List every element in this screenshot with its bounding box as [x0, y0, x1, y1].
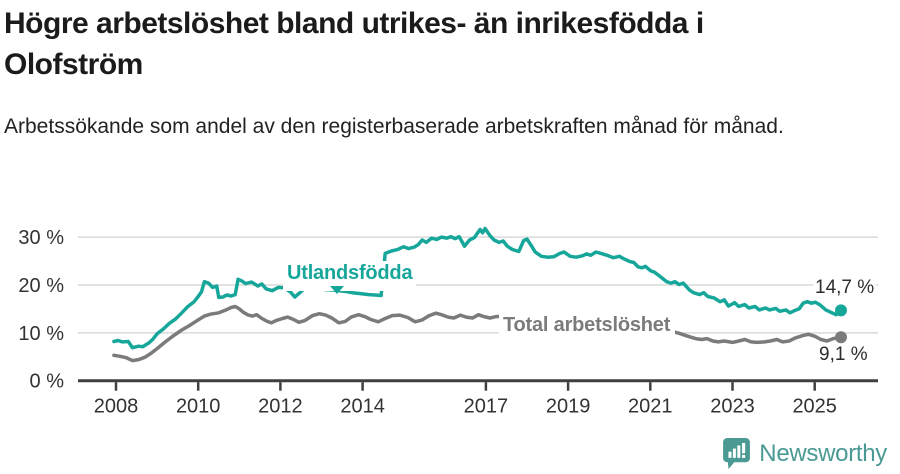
x-axis-tick-label: 2014 [340, 396, 385, 418]
page-title: Högre arbetslöshet bland utrikes- än inr… [4, 7, 704, 81]
x-axis-tick-label: 2019 [546, 396, 591, 418]
x-axis-tick-label: 2017 [464, 396, 509, 418]
logo-bar-large [737, 445, 741, 458]
x-axis-tick-label: 2012 [258, 396, 303, 418]
logo-exclamation-bar [742, 442, 746, 454]
series-end-dot-utlandsfodda [835, 304, 847, 317]
x-axis-tick-label: 2010 [176, 396, 221, 418]
x-axis-tick-label: 2023 [710, 396, 755, 418]
page-subtitle: Arbetssökande som andel av den registerb… [4, 115, 784, 138]
y-axis-tick-label: 0 % [30, 371, 65, 393]
logo-exclamation-dot [742, 454, 746, 458]
utlandsfodda-pointer-icon [330, 286, 344, 294]
series-label-utlandsfodda: Utlandsfödda [283, 261, 417, 291]
y-axis-tick-label: 10 % [18, 323, 64, 345]
logo-bar-small [728, 451, 732, 458]
brand-name: Newsworthy [759, 439, 887, 467]
series-label-total: Total arbetslöshet [499, 313, 676, 341]
end-value-label-total: 9,1 % [817, 344, 870, 366]
y-axis-tick-label: 20 % [18, 275, 64, 297]
newsworthy-logo-icon [723, 438, 751, 469]
y-axis-tick-label: 30 % [18, 227, 64, 249]
series-line-utlandsfodda [112, 226, 843, 350]
newsworthy-logo[interactable]: Newsworthy [722, 437, 887, 470]
x-axis-tick-label: 2008 [94, 396, 139, 418]
logo-bar-medium [733, 448, 737, 458]
x-axis-tick-label: 2025 [792, 396, 837, 418]
series-line-total [112, 304, 843, 363]
series-end-dot-total [835, 331, 847, 344]
end-value-label-utlandsfodda: 14,7 % [813, 277, 877, 299]
x-axis-tick-label: 2021 [628, 396, 673, 418]
